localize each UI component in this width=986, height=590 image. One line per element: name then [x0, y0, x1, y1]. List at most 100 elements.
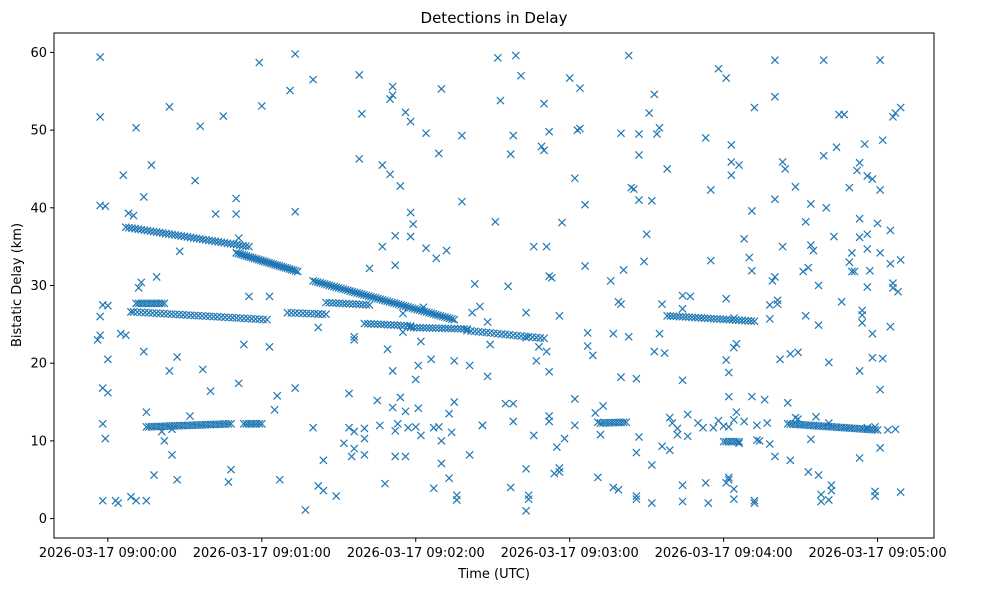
data-point [388, 366, 397, 375]
data-point [868, 175, 877, 184]
data-point [840, 110, 849, 119]
data-point [552, 443, 561, 452]
data-point [655, 123, 664, 132]
data-point [265, 342, 274, 351]
data-point [96, 53, 105, 62]
data-point [616, 373, 626, 382]
data-point [445, 474, 454, 483]
data-point [673, 430, 682, 439]
data-point [817, 490, 826, 499]
data-point [124, 209, 133, 218]
data-point [824, 418, 833, 428]
data-point [729, 485, 738, 494]
data-point [227, 465, 236, 474]
data-point [380, 296, 389, 305]
data-point [683, 432, 692, 441]
data-point [311, 277, 320, 286]
data-point [173, 352, 182, 362]
data-point [722, 294, 731, 303]
data-point [378, 161, 387, 170]
data-point [329, 282, 338, 291]
data-point [560, 434, 569, 443]
data-point [504, 282, 513, 291]
data-point [724, 475, 733, 484]
data-point [678, 304, 687, 313]
data-point [581, 262, 590, 271]
data-point [632, 374, 641, 383]
data-point [450, 315, 459, 324]
data-point [699, 423, 708, 432]
data-point [345, 423, 354, 432]
data-point [422, 308, 431, 317]
data-point [345, 299, 354, 308]
data-point [468, 308, 477, 317]
data-point [447, 324, 456, 333]
data-point [387, 298, 396, 307]
data-point [734, 437, 744, 446]
data-point [301, 506, 310, 515]
data-point [388, 91, 397, 100]
data-point [773, 296, 782, 305]
data-point [232, 194, 241, 203]
data-point [325, 298, 334, 307]
data-point [345, 389, 354, 398]
data-point [724, 422, 733, 431]
data-point [234, 234, 243, 243]
data-point [675, 312, 684, 321]
data-point [634, 129, 643, 139]
data-point [265, 292, 274, 301]
data-point [357, 109, 366, 118]
data-point [355, 300, 364, 309]
data-point [437, 324, 446, 333]
data-point [255, 58, 264, 67]
data-point [624, 51, 633, 60]
data-point [832, 143, 841, 152]
data-point [313, 278, 322, 287]
data-point [540, 334, 549, 343]
data-point [419, 323, 428, 332]
data-point [348, 287, 357, 296]
data-point [391, 426, 400, 435]
data-point [331, 299, 341, 308]
data-point [391, 261, 400, 270]
data-point [732, 408, 741, 417]
data-point [365, 264, 374, 273]
data-point [339, 285, 348, 294]
data-point [270, 405, 279, 414]
data-point [665, 446, 674, 455]
data-point [403, 302, 412, 311]
data-point [404, 423, 413, 432]
data-point [314, 323, 323, 332]
x-tick-label: 2026-03-17 09:03:00 [501, 546, 639, 561]
data-point [722, 74, 731, 83]
data-point [714, 64, 723, 73]
x-tick-label: 2026-03-17 09:00:00 [39, 546, 177, 561]
data-points [93, 49, 905, 515]
data-point [328, 298, 337, 307]
data-point [147, 161, 156, 170]
data-point [870, 425, 880, 434]
data-point [132, 496, 141, 505]
data-point [175, 247, 184, 256]
data-point [434, 422, 443, 431]
data-point [765, 300, 774, 309]
data-point [640, 257, 649, 266]
data-point [160, 299, 169, 308]
data-point [160, 436, 169, 445]
data-point [273, 391, 282, 400]
data-point [392, 299, 401, 308]
data-point [348, 300, 357, 309]
y-tick-label: 0 [39, 512, 47, 527]
data-point [241, 242, 250, 251]
data-point [316, 278, 325, 287]
data-point [870, 492, 880, 501]
data-point [737, 316, 746, 325]
data-point [776, 355, 785, 364]
data-point [409, 220, 418, 229]
data-point [370, 320, 379, 329]
data-point [369, 293, 378, 302]
data-point [378, 242, 387, 251]
data-point [219, 112, 228, 121]
data-point [486, 340, 495, 349]
data-point [428, 324, 437, 333]
